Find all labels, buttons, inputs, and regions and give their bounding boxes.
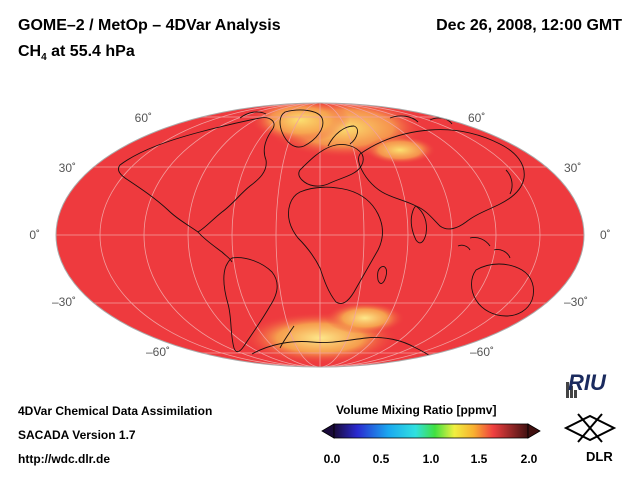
species-subtitle: CH4 at 55.4 hPa: [18, 44, 135, 63]
lat-label-right-neg60: –60˚: [470, 345, 494, 359]
footer-url[interactable]: http://wdc.dlr.de: [18, 452, 110, 466]
colorbar-min-arrow: [321, 423, 335, 439]
colorbar-tick-1: 0.5: [372, 452, 390, 466]
scandinavia-coast: [327, 125, 358, 147]
new-zealand-coast: [547, 311, 552, 329]
lat-label-right-0: 0˚: [600, 228, 611, 242]
species-name: CH: [18, 43, 42, 60]
graticule: [56, 103, 584, 367]
india-coast: [410, 205, 427, 244]
central-america-coast: [197, 231, 233, 263]
colorbar-max-arrow: [527, 423, 541, 439]
japan-coast: [505, 169, 513, 195]
footer-line-2: SACADA Version 1.7: [18, 428, 136, 442]
pressure-level: at 55.4 hPa: [46, 43, 135, 60]
footer-line-1: 4DVar Chemical Data Assimilation: [18, 404, 213, 418]
australia-coast: [471, 263, 534, 317]
south-america-coast: [223, 257, 278, 353]
antarctic-plume: [325, 302, 405, 334]
lat-label-left-0: 0˚: [29, 228, 40, 242]
riu-logo: RIU: [568, 370, 606, 395]
asia-coast: [358, 129, 525, 230]
lat-label-right-neg30: –30˚: [564, 295, 588, 309]
dlr-logo: DLR: [586, 449, 613, 464]
antarctic-peninsula: [279, 325, 295, 349]
madagascar-coast: [377, 265, 387, 284]
colorbar-tick-0: 0.0: [323, 452, 341, 466]
antarctica-coast: [251, 337, 441, 367]
southeast-asia-islands: [457, 237, 511, 259]
ch4-field: [56, 103, 584, 367]
dlr-cross-icon: [563, 413, 617, 443]
colorbar-title: Volume Mixing Ratio [ppmv]: [336, 403, 497, 417]
colorbar-tick-2: 1.0: [422, 452, 440, 466]
arctic-high-region-west: [250, 103, 350, 142]
colorbar-tick-3: 1.5: [470, 452, 488, 466]
lat-label-left-neg30: –30˚: [52, 295, 76, 309]
map-title: GOME–2 / MetOp – 4DVar Analysis: [18, 17, 281, 34]
map-border: [55, 102, 585, 368]
africa-coast: [287, 186, 383, 304]
colorbar-tick-4: 2.0: [520, 452, 538, 466]
colorbar: [321, 423, 541, 439]
lat-label-left-neg60: –60˚: [146, 345, 170, 359]
species-subscript: 4: [41, 52, 47, 64]
timestamp: Dec 26, 2008, 12:00 GMT: [436, 17, 622, 34]
europe-coast: [298, 143, 364, 187]
colorbar-gradient: [333, 423, 529, 439]
lat-label-left-60: 60˚: [135, 111, 152, 125]
lat-label-left-30: 30˚: [59, 161, 76, 175]
greenland-coast: [279, 109, 324, 148]
coastlines: [117, 109, 552, 367]
lat-label-right-30: 30˚: [564, 161, 581, 175]
riu-building-icon: [566, 382, 577, 398]
siberia-high-region: [364, 136, 436, 164]
lat-label-right-60: 60˚: [468, 111, 485, 125]
north-america-coast: [117, 117, 275, 233]
